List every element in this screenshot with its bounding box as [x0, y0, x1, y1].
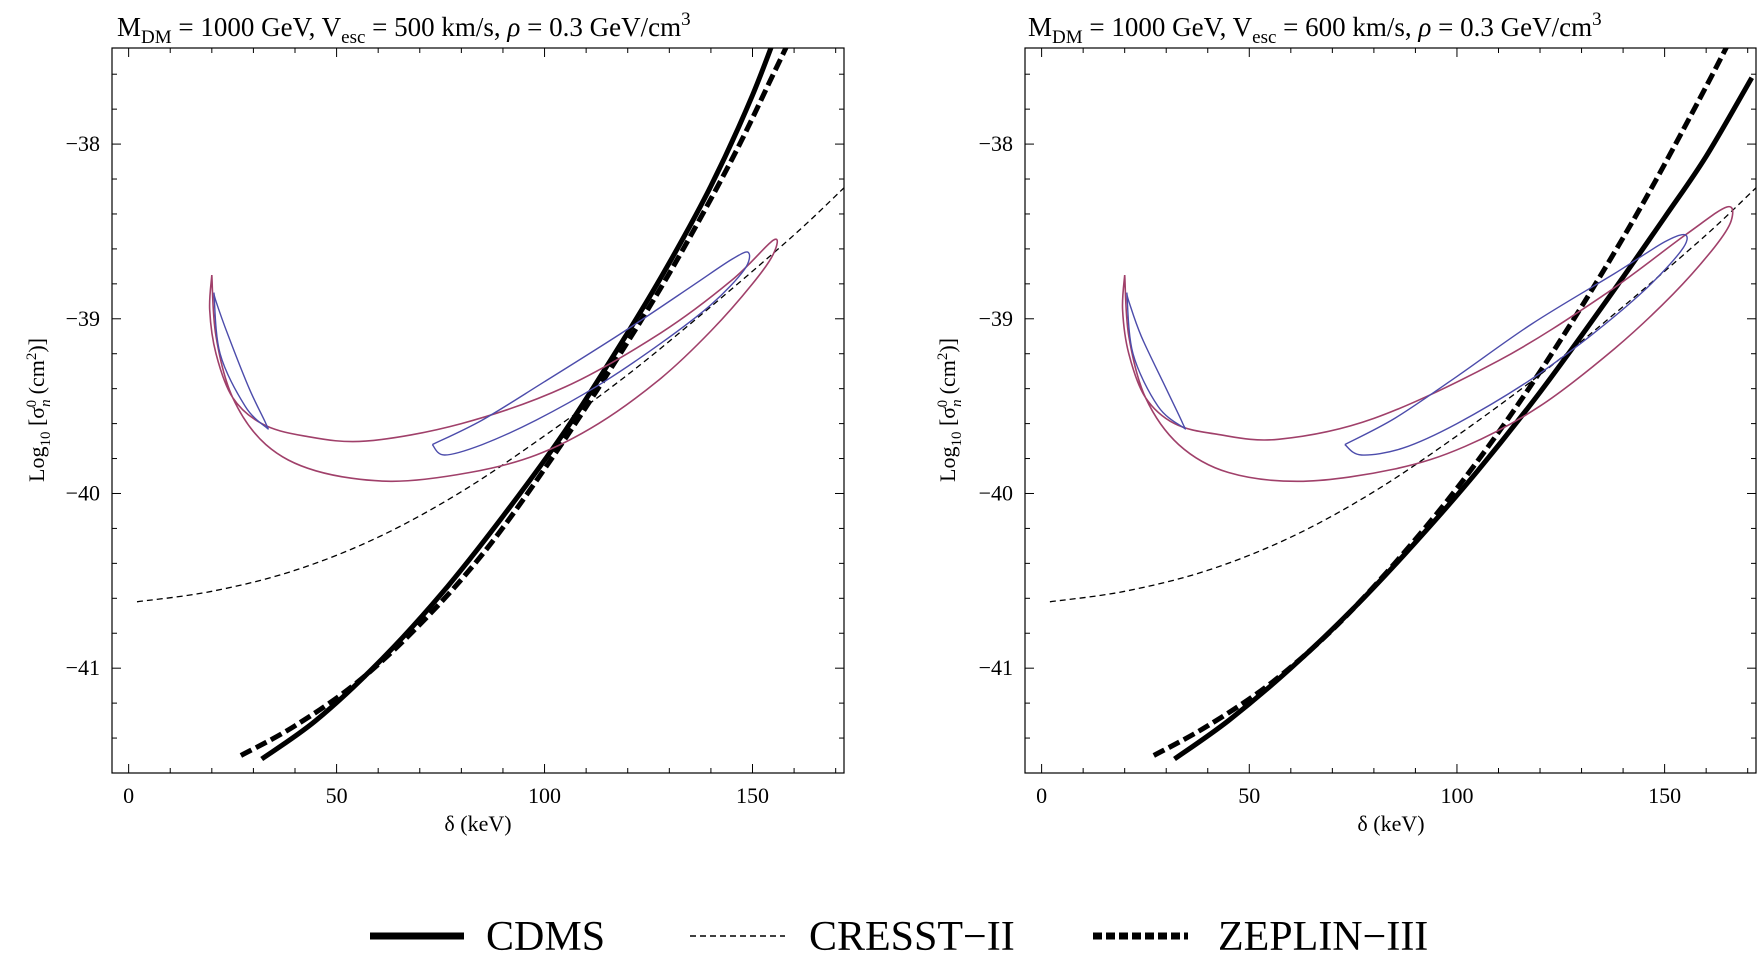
y-tick-label: −38	[66, 131, 100, 156]
panel-left-plot: 0 50 100 150 −38 −39 −40 −41	[66, 47, 845, 808]
series-zeplin-iii	[239, 48, 789, 758]
x-tick-label: 100	[528, 783, 561, 808]
panel-right: MDM = 1000 GeV, Vesc = 600 km/s, ρ = 0.3…	[935, 9, 1757, 836]
series-layer	[1049, 48, 1756, 762]
plot-frame	[111, 47, 845, 774]
series-zeplin-iii	[1152, 48, 1729, 758]
x-tick-label: 150	[1648, 783, 1681, 808]
series-outer-contour	[1121, 205, 1734, 483]
series-cdms	[1173, 76, 1754, 762]
y-tick-label: −41	[979, 655, 1013, 680]
x-tick-label: 150	[736, 783, 769, 808]
panel-left-x-axis-label: δ (keV)	[444, 811, 511, 836]
panel-right-plot: 0 50 100 150 −38 −39 −40 −41	[979, 47, 1757, 808]
y-tick-label: −40	[979, 480, 1013, 505]
plot-frame	[1024, 47, 1757, 774]
x-tick-label: 50	[1238, 783, 1260, 808]
series-outer-contour	[208, 238, 779, 483]
series-cresst-ii	[1049, 187, 1756, 603]
panel-left: MDM = 1000 GeV, Vesc = 500 km/s, ρ = 0.3…	[24, 9, 845, 836]
panel-right-title: MDM = 1000 GeV, Vesc = 600 km/s, ρ = 0.3…	[1028, 9, 1602, 48]
legend-label-cdms: CDMS	[486, 914, 605, 953]
series-inner-contour	[1344, 233, 1688, 456]
series-layer	[136, 48, 844, 762]
y-tick-label: −39	[66, 306, 100, 331]
x-tick-label: 0	[123, 783, 134, 808]
legend-label-cresst: CRESST−II	[809, 914, 1015, 953]
x-tick-label: 0	[1036, 783, 1047, 808]
panel-left-y-axis-label: Log10 [σn0 (cm2)]	[24, 338, 54, 482]
x-tick-label: 100	[1440, 783, 1473, 808]
panel-right-x-axis-label: δ (keV)	[1357, 811, 1424, 836]
panel-right-y-axis-label: Log10 [σn0 (cm2)]	[935, 338, 965, 482]
series-inner-contour	[431, 251, 751, 456]
series-cresst-ii	[136, 187, 844, 603]
legend: CDMS CRESST−II ZEPLIN−III	[370, 914, 1428, 953]
y-tick-label: −41	[66, 655, 100, 680]
series-inner-contour	[1126, 292, 1187, 430]
panel-left-title: MDM = 1000 GeV, Vesc = 500 km/s, ρ = 0.3…	[117, 9, 691, 48]
series-cdms	[260, 48, 774, 762]
y-tick-label: −39	[979, 306, 1013, 331]
x-tick-label: 50	[326, 783, 348, 808]
legend-label-zeplin: ZEPLIN−III	[1218, 914, 1428, 953]
series-inner-contour	[213, 292, 269, 430]
y-tick-label: −38	[979, 131, 1013, 156]
y-tick-label: −40	[66, 480, 100, 505]
